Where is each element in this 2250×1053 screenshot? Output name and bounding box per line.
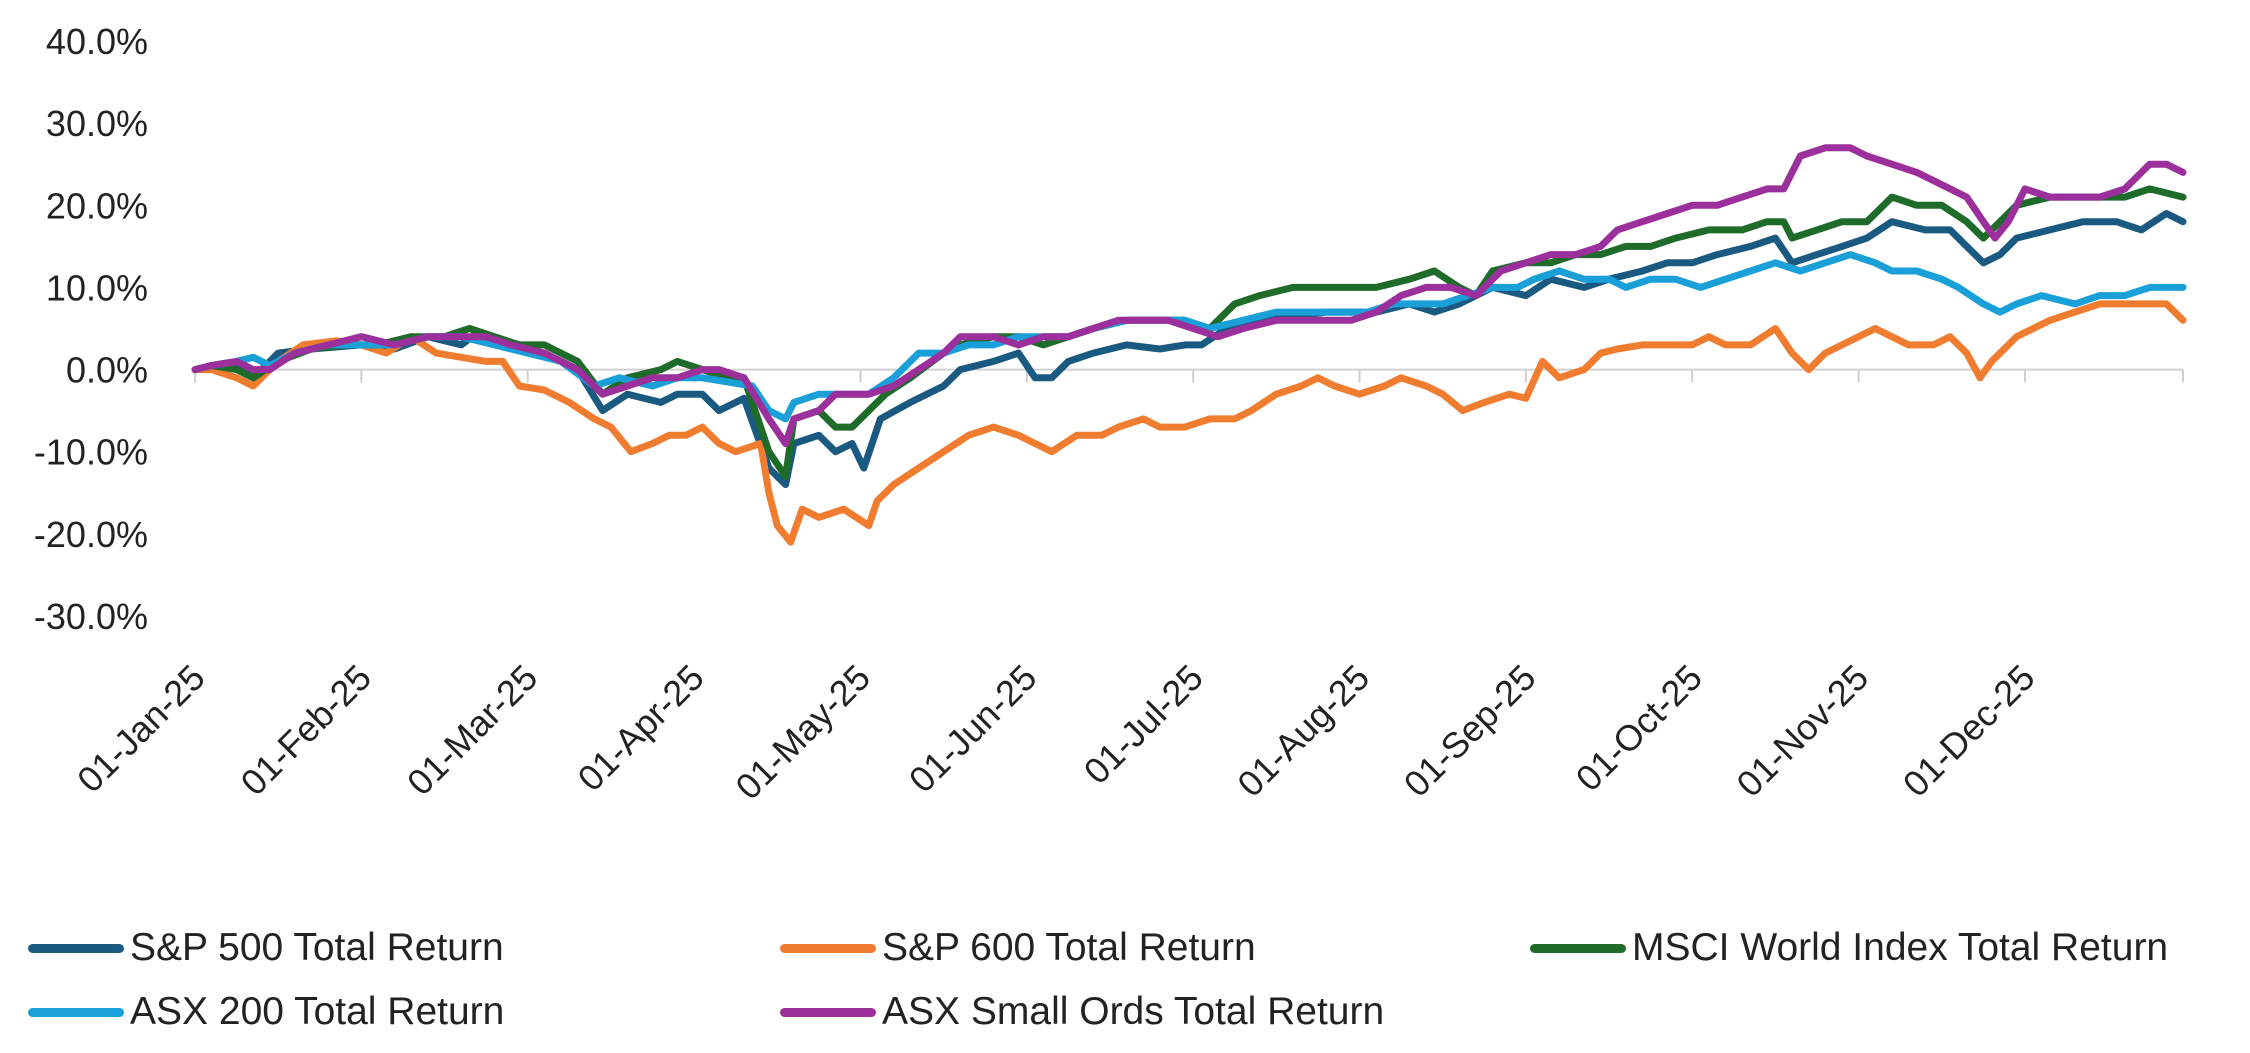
y-tick-label: 0.0%: [66, 350, 148, 391]
y-tick-label: -30.0%: [34, 596, 148, 637]
legend-swatch-asx200: [28, 1007, 124, 1017]
x-tick-label: 01-Apr-25: [570, 657, 712, 799]
legend-label-asx-small-ords: ASX Small Ords Total Return: [882, 990, 1385, 1033]
x-tick-label: 01-Jan-25: [69, 657, 213, 801]
legend-item-asx-small-ords: ASX Small Ords Total Return: [780, 984, 1384, 1040]
x-tick-label: 01-Oct-25: [1568, 657, 1710, 799]
x-axis-ticks: 01-Jan-25 01-Feb-25 01-Mar-25 01-Apr-25 01-M…: [69, 657, 2043, 808]
series-sp600-line: [191, 300, 2187, 546]
x-tick-label: 01-Mar-25: [399, 657, 545, 803]
legend-swatch-sp600: [780, 943, 876, 953]
x-tick-label: 01-Sep-25: [1396, 657, 1544, 805]
x-tick-label: 01-Dec-25: [1895, 657, 2043, 805]
x-tick-label: 01-Jun-25: [901, 657, 1045, 801]
legend: S&P 500 Total Return S&P 600 Total Retur…: [28, 920, 2228, 1040]
y-tick-label: 20.0%: [46, 185, 148, 226]
legend-label-sp500: S&P 500 Total Return: [130, 926, 504, 969]
legend-swatch-sp500: [28, 943, 124, 953]
series-asx-small-ords-line: [191, 144, 2187, 447]
legend-label-sp600: S&P 600 Total Return: [882, 926, 1256, 969]
x-tick-label: 01-Aug-25: [1229, 657, 1377, 805]
series-lines: [191, 144, 2187, 546]
legend-swatch-asx-small-ords: [780, 1007, 876, 1017]
y-tick-label: -10.0%: [34, 432, 148, 473]
series-sp500-line: [191, 210, 2187, 489]
y-tick-label: 10.0%: [46, 267, 148, 308]
y-tick-label: -20.0%: [34, 514, 148, 555]
x-tick-label: 01-Nov-25: [1728, 657, 1876, 805]
x-axis: [194, 368, 2184, 383]
y-tick-label: 30.0%: [46, 103, 148, 144]
legend-item-asx200: ASX 200 Total Return: [28, 984, 504, 1040]
legend-label-msci-world: MSCI World Index Total Return: [1632, 926, 2169, 969]
legend-item-sp500: S&P 500 Total Return: [28, 920, 504, 976]
x-tick-label: 01-Jul-25: [1076, 657, 1211, 792]
legend-swatch-msci-world: [1530, 943, 1626, 953]
legend-item-sp600: S&P 600 Total Return: [780, 920, 1256, 976]
legend-label-asx200: ASX 200 Total Return: [130, 990, 505, 1033]
x-tick-label: 01-Feb-25: [233, 657, 379, 803]
x-tick-label: 01-May-25: [727, 657, 878, 808]
y-axis-ticks: 40.0% 30.0% 20.0% 10.0% 0.0% -10.0% -20.0% -30.…: [34, 21, 148, 637]
legend-item-msci-world: MSCI World Index Total Return: [1530, 920, 2168, 976]
y-tick-label: 40.0%: [46, 21, 148, 62]
